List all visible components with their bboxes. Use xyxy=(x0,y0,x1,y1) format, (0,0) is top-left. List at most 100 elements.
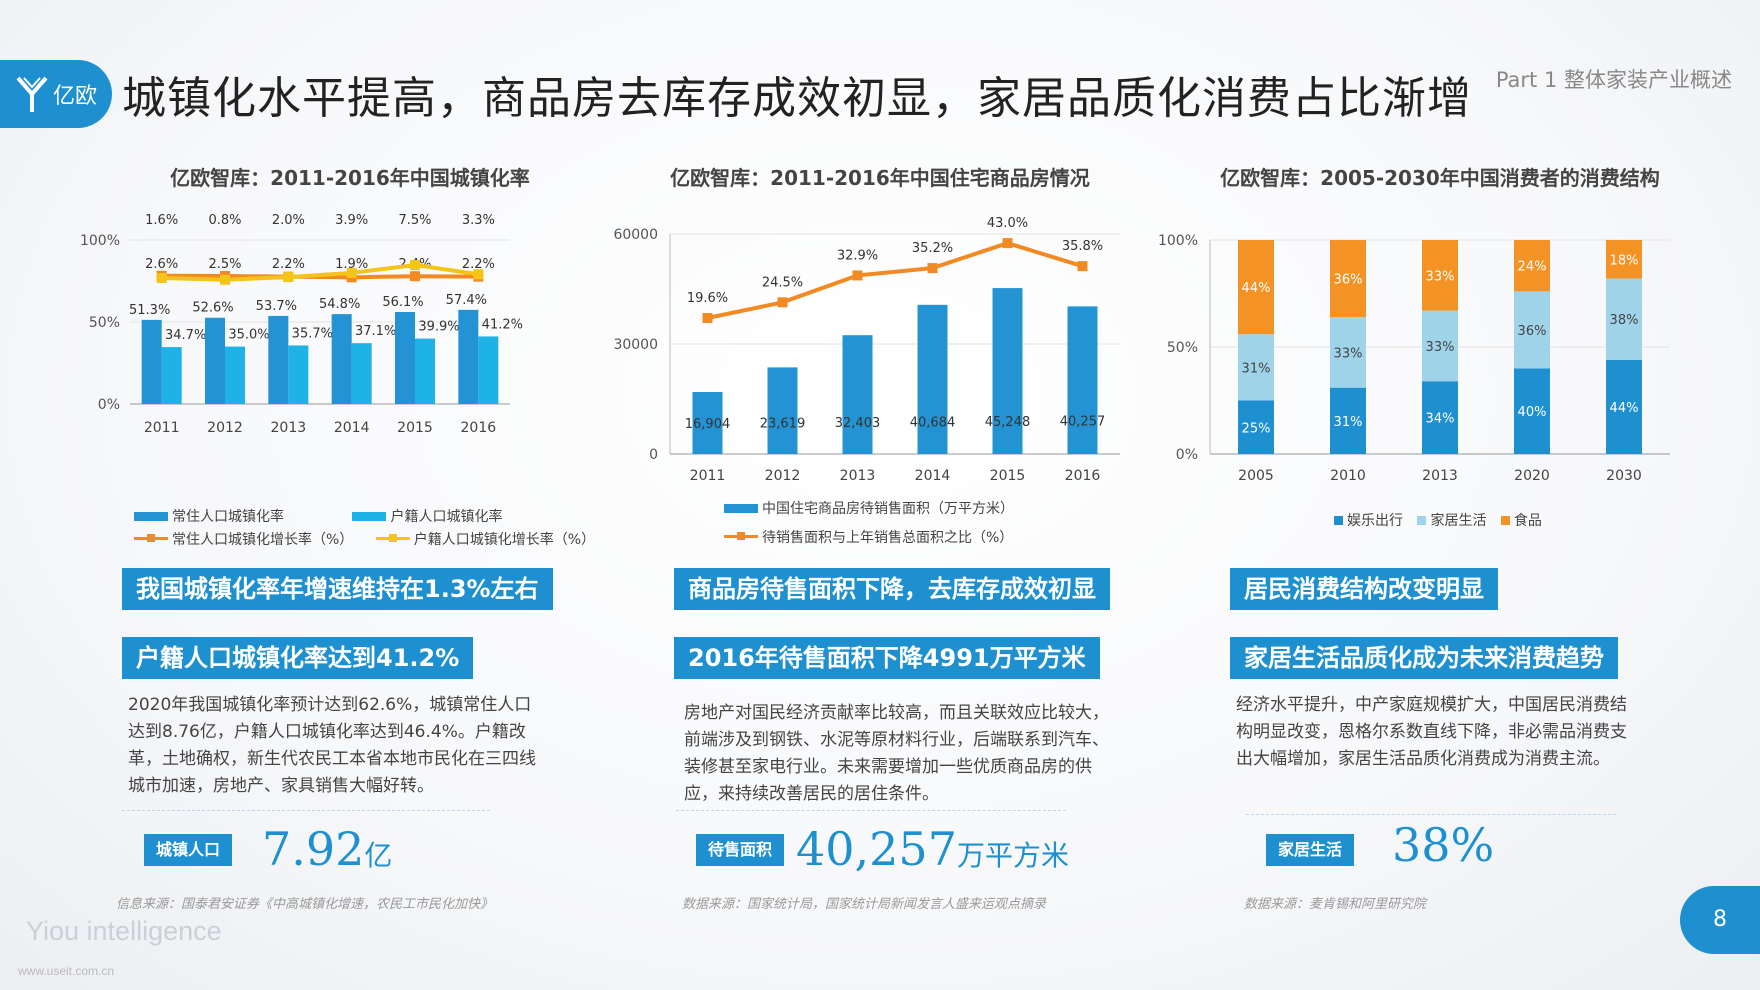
chart-title-consumption: 亿欧智库：2005-2030年中国消费者的消费结构 xyxy=(1220,166,1660,190)
data-label: 24.5% xyxy=(762,275,803,290)
data-label: 56.1% xyxy=(382,295,423,310)
legend-label: 中国住宅商品房待销售面积（万平方米） xyxy=(762,501,1014,517)
legend-label: 户籍人口城镇化率 xyxy=(390,509,503,525)
bar-unsold-area xyxy=(767,367,798,454)
data-label: 3.3% xyxy=(462,213,495,228)
data-label: 2.2% xyxy=(462,257,495,272)
source-note: 数据来源：国家统计局，国家统计局新闻发言人盛来运观点摘录 xyxy=(682,897,1047,912)
point-marker xyxy=(777,297,788,308)
data-label: 51.3% xyxy=(129,303,170,318)
data-label: 35.7% xyxy=(292,326,333,341)
data-label: 1.6% xyxy=(145,213,178,228)
kpi-tag-unsold-area: 待售面积 xyxy=(696,834,785,866)
banner-inventory: 商品房待售面积下降，去库存成效初显 xyxy=(674,568,1110,610)
legend-label: 娱乐出行 xyxy=(1347,513,1403,529)
point-marker xyxy=(1077,261,1088,272)
x-tick-label: 2011 xyxy=(144,420,180,436)
kpi-number: 40,257 xyxy=(796,822,957,876)
segment-food xyxy=(1330,240,1366,318)
segment-food xyxy=(1606,240,1642,279)
kpi-number: 7.92 xyxy=(262,822,365,876)
point-marker xyxy=(1002,238,1013,249)
divider xyxy=(1246,814,1616,815)
data-label: 52.6% xyxy=(192,301,233,316)
point-marker xyxy=(410,260,420,270)
x-tick-label: 2020 xyxy=(1514,468,1550,484)
segment-entertainment xyxy=(1514,368,1550,454)
point-marker xyxy=(473,269,484,280)
data-label: 0.8% xyxy=(208,213,241,228)
data-label: 57.4% xyxy=(446,293,487,308)
data-label: 32.9% xyxy=(837,248,878,263)
data-label: 44% xyxy=(1242,281,1271,296)
point-marker xyxy=(220,274,230,285)
legend-chart3: 娱乐出行 家居生活 食品 xyxy=(1334,510,1560,530)
data-label: 1.9% xyxy=(335,257,368,272)
banner-structure: 居民消费结构改变明显 xyxy=(1230,568,1498,610)
kpi-tag-home-living: 家居生活 xyxy=(1266,834,1355,866)
point-marker xyxy=(852,270,863,281)
kpi-tag-urban-population: 城镇人口 xyxy=(144,834,233,866)
data-label: 16,904 xyxy=(685,417,731,432)
data-label: 38% xyxy=(1610,313,1639,328)
x-tick-label: 2013 xyxy=(1422,468,1458,484)
data-label: 44% xyxy=(1610,401,1639,416)
yiou-logo-icon xyxy=(16,76,48,112)
y-tick-label: 100% xyxy=(1158,233,1198,249)
bar-resident-rate xyxy=(268,315,289,404)
legend-label: 常住人口城镇化增长率（%） xyxy=(172,531,354,548)
x-tick-label: 2015 xyxy=(990,468,1026,484)
y-tick-label: 0% xyxy=(98,397,120,413)
y-tick-label: 100% xyxy=(80,233,120,249)
legend-item: 户籍人口城镇化增长率（%） xyxy=(375,529,595,549)
data-label: 45,248 xyxy=(985,415,1031,430)
source-note: 数据来源：麦肯锡和阿里研究院 xyxy=(1244,897,1427,912)
data-label: 3.9% xyxy=(335,213,368,228)
data-label: 35.0% xyxy=(228,328,269,343)
data-label: 54.8% xyxy=(319,297,360,312)
housing-chart: 0 30000 60000 2011 16,904 2012 23,619 2013 32,40… xyxy=(613,216,1120,484)
paragraph-housing: 房地产对国民经济贡献率比较高，而且关联效应比较大，前端涉及到钢铁、水泥等原材料行… xyxy=(684,703,1109,804)
paragraph-consumption: 经济水平提升，中产家庭规模扩大，中国居民消费结构明显改变，恩格尔系数直线下降，非… xyxy=(1236,695,1627,769)
bar-hukou-rate xyxy=(161,347,182,404)
y-tick-label: 0 xyxy=(649,447,658,463)
segment-home-living xyxy=(1422,310,1458,382)
kpi-urban-population: 7.92亿 xyxy=(262,822,392,876)
segment-food xyxy=(1238,240,1274,335)
segment-entertainment xyxy=(1330,387,1366,454)
data-label: 2.0% xyxy=(272,213,305,228)
point-marker xyxy=(283,272,294,283)
legend-chart1: 常住人口城镇化率 户籍人口城镇化率 常住人口城镇化增长率（%） 户籍人口城镇化增… xyxy=(134,506,613,549)
kpi-unit: 亿 xyxy=(364,839,393,872)
page-title: 城镇化水平提高，商品房去库存成效初显，家居品质化消费占比渐增 xyxy=(122,73,1472,124)
segment-entertainment xyxy=(1238,400,1274,454)
bar-hukou-rate xyxy=(225,346,245,404)
segment-food xyxy=(1514,240,1550,292)
data-label: 19.6% xyxy=(687,291,728,306)
bar-hukou-rate xyxy=(478,336,499,404)
banner-decline: 2016年待售面积下降4991万平方米 xyxy=(674,637,1100,679)
legend-label: 待销售面积与上年销售总面积之比（%） xyxy=(762,529,1014,546)
kpi-unsold-area: 40,257万平方米 xyxy=(796,822,1069,876)
consumption-chart: 0% 50% 100% 2005 25% 31% 44% 2010 31% 33% 36% 2013 3… xyxy=(1158,233,1670,484)
data-label: 34.7% xyxy=(165,328,206,343)
data-label: 41.2% xyxy=(482,317,523,332)
section-label: Part 1 整体家装产业概述 xyxy=(1495,68,1732,92)
bar-resident-rate xyxy=(458,309,479,404)
legend-item: 常住人口城镇化率 xyxy=(134,506,284,526)
banner-hukou: 户籍人口城镇化率达到41.2% xyxy=(122,637,474,679)
divider xyxy=(122,810,490,811)
data-label: 31% xyxy=(1242,361,1271,376)
y-tick-label: 60000 xyxy=(613,227,658,243)
bar-resident-rate xyxy=(395,311,415,404)
segment-home-living xyxy=(1330,317,1366,388)
y-tick-label: 30000 xyxy=(613,337,658,353)
data-label: 35.2% xyxy=(912,241,953,256)
legend-swatch xyxy=(1334,515,1343,525)
chart-title-housing: 亿欧智库：2011-2016年中国住宅商品房情况 xyxy=(670,166,1090,190)
footer-brand: Yiou intelligence xyxy=(26,916,222,946)
banner-quality: 家居生活品质化成为未来消费趋势 xyxy=(1230,637,1618,679)
data-label: 32,403 xyxy=(835,416,881,431)
data-label: 36% xyxy=(1334,273,1363,288)
legend-swatch xyxy=(352,511,387,521)
